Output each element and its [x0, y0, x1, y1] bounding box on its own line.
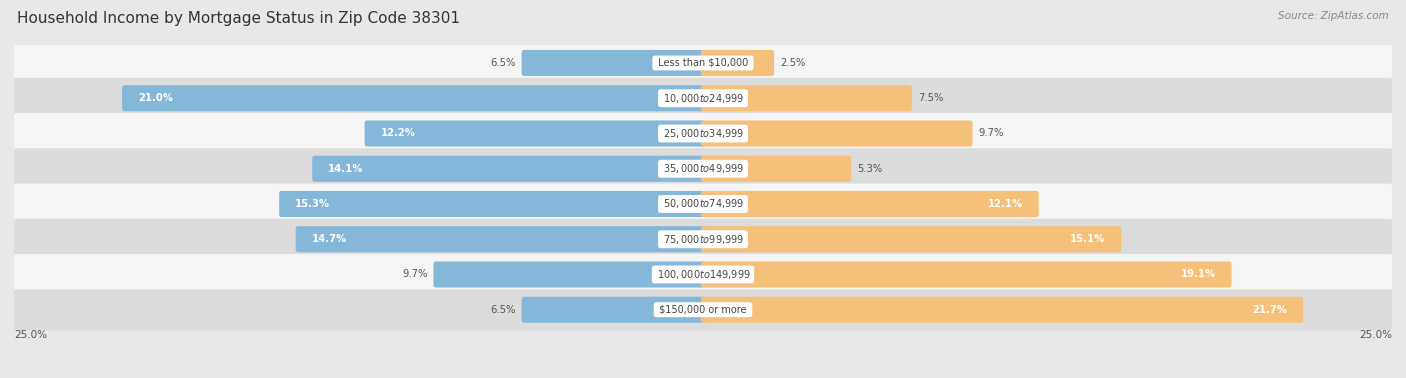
Text: 21.0%: 21.0% [138, 93, 173, 103]
Text: $25,000 to $34,999: $25,000 to $34,999 [661, 127, 745, 140]
Text: 6.5%: 6.5% [491, 58, 516, 68]
FancyBboxPatch shape [13, 219, 1393, 260]
FancyBboxPatch shape [700, 156, 851, 182]
Text: 14.1%: 14.1% [328, 164, 364, 174]
FancyBboxPatch shape [700, 85, 912, 111]
FancyBboxPatch shape [522, 297, 706, 323]
Text: 21.7%: 21.7% [1253, 305, 1288, 315]
FancyBboxPatch shape [122, 85, 706, 111]
FancyBboxPatch shape [13, 43, 1393, 84]
Text: 5.3%: 5.3% [858, 164, 883, 174]
FancyBboxPatch shape [13, 254, 1393, 295]
FancyBboxPatch shape [13, 148, 1393, 189]
Text: $100,000 to $149,999: $100,000 to $149,999 [654, 268, 752, 281]
FancyBboxPatch shape [295, 226, 706, 252]
FancyBboxPatch shape [280, 191, 706, 217]
FancyBboxPatch shape [13, 113, 1393, 154]
FancyBboxPatch shape [700, 226, 1122, 252]
Text: 6.5%: 6.5% [491, 305, 516, 315]
Text: 15.3%: 15.3% [295, 199, 330, 209]
Text: 7.5%: 7.5% [918, 93, 943, 103]
Text: 25.0%: 25.0% [1360, 330, 1392, 340]
Text: 25.0%: 25.0% [14, 330, 46, 340]
Text: 14.7%: 14.7% [312, 234, 347, 244]
FancyBboxPatch shape [700, 191, 1039, 217]
Text: 15.1%: 15.1% [1070, 234, 1105, 244]
Text: $50,000 to $74,999: $50,000 to $74,999 [661, 197, 745, 211]
FancyBboxPatch shape [312, 156, 706, 182]
Text: $10,000 to $24,999: $10,000 to $24,999 [661, 92, 745, 105]
Text: 19.1%: 19.1% [1181, 270, 1216, 279]
FancyBboxPatch shape [433, 262, 706, 288]
Text: $150,000 or more: $150,000 or more [657, 305, 749, 315]
FancyBboxPatch shape [13, 184, 1393, 225]
Text: 12.1%: 12.1% [987, 199, 1022, 209]
Text: 12.2%: 12.2% [381, 129, 415, 138]
Text: $75,000 to $99,999: $75,000 to $99,999 [661, 233, 745, 246]
FancyBboxPatch shape [700, 50, 775, 76]
Text: $35,000 to $49,999: $35,000 to $49,999 [661, 162, 745, 175]
Text: 9.7%: 9.7% [979, 129, 1004, 138]
Text: 2.5%: 2.5% [780, 58, 806, 68]
FancyBboxPatch shape [13, 78, 1393, 119]
FancyBboxPatch shape [700, 297, 1303, 323]
Text: 9.7%: 9.7% [402, 270, 427, 279]
Text: Source: ZipAtlas.com: Source: ZipAtlas.com [1278, 11, 1389, 21]
FancyBboxPatch shape [700, 262, 1232, 288]
Text: Less than $10,000: Less than $10,000 [655, 58, 751, 68]
FancyBboxPatch shape [700, 121, 973, 147]
FancyBboxPatch shape [522, 50, 706, 76]
FancyBboxPatch shape [13, 289, 1393, 330]
FancyBboxPatch shape [364, 121, 706, 147]
Text: Household Income by Mortgage Status in Zip Code 38301: Household Income by Mortgage Status in Z… [17, 11, 460, 26]
